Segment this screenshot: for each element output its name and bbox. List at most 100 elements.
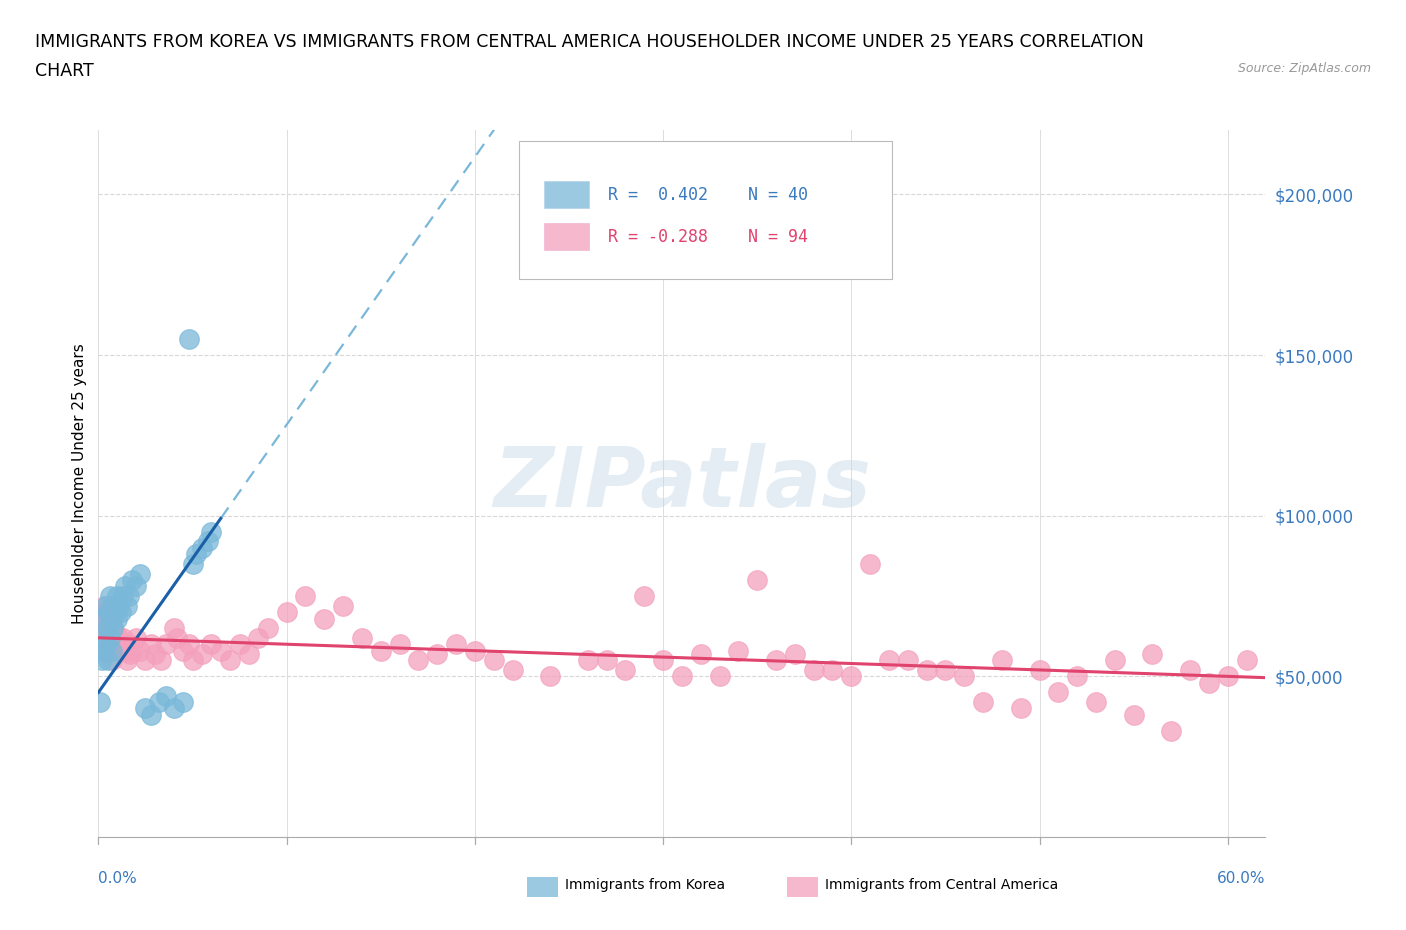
Point <box>1122 708 1144 723</box>
Point <box>115 598 138 613</box>
Point <box>408 653 430 668</box>
Text: R = -0.288    N = 94: R = -0.288 N = 94 <box>609 228 808 246</box>
Point <box>94 598 117 613</box>
Point <box>114 579 136 594</box>
Point <box>191 540 214 555</box>
Point <box>104 637 127 652</box>
Point <box>128 566 150 581</box>
Point <box>89 620 111 635</box>
Text: Source: ZipAtlas.com: Source: ZipAtlas.com <box>1237 62 1371 75</box>
Point <box>247 631 270 645</box>
Point <box>100 653 122 668</box>
Point <box>238 646 260 661</box>
Point <box>97 627 120 642</box>
Point <box>1010 701 1032 716</box>
Point <box>228 637 250 652</box>
Point <box>100 631 122 645</box>
Point <box>134 701 156 716</box>
Point <box>294 589 316 604</box>
Text: Immigrants from Korea: Immigrants from Korea <box>565 878 725 893</box>
Point <box>93 611 115 626</box>
Point <box>103 620 125 635</box>
Point <box>93 644 115 658</box>
Point <box>128 644 150 658</box>
Text: ZIPatlas: ZIPatlas <box>494 443 870 525</box>
Point <box>105 589 128 604</box>
Point <box>89 695 111 710</box>
Point <box>155 637 177 652</box>
Point <box>747 573 769 588</box>
Point <box>709 669 731 684</box>
Point <box>444 637 467 652</box>
Point <box>595 653 617 668</box>
Point <box>803 662 825 677</box>
Point <box>97 653 120 668</box>
Text: 60.0%: 60.0% <box>1218 871 1265 886</box>
Point <box>314 611 336 626</box>
Point <box>388 637 411 652</box>
Point <box>1198 675 1220 690</box>
Point <box>97 644 120 658</box>
Point <box>1047 685 1070 700</box>
Point <box>1142 646 1164 661</box>
Point <box>200 637 222 652</box>
Point <box>915 662 938 677</box>
Point <box>108 644 131 658</box>
Point <box>172 695 194 710</box>
Point <box>100 644 122 658</box>
Point <box>117 589 139 604</box>
Y-axis label: Householder Income Under 25 years: Householder Income Under 25 years <box>72 343 87 624</box>
Point <box>148 695 170 710</box>
Text: CHART: CHART <box>35 62 94 80</box>
Point <box>859 556 882 571</box>
Point <box>115 653 138 668</box>
Point <box>91 631 114 645</box>
Point <box>98 631 121 645</box>
Point <box>276 604 298 619</box>
Point <box>108 598 131 613</box>
Point <box>110 604 132 619</box>
Text: 0.0%: 0.0% <box>98 871 138 886</box>
Point <box>139 637 162 652</box>
Point <box>98 637 121 652</box>
Point <box>166 631 188 645</box>
Point <box>97 604 120 619</box>
Point <box>689 646 711 661</box>
Point <box>143 646 166 661</box>
Point <box>111 589 134 604</box>
Point <box>94 637 117 652</box>
Point <box>370 644 392 658</box>
Point <box>104 604 127 619</box>
Point <box>877 653 900 668</box>
Point <box>120 646 142 661</box>
Point <box>482 653 505 668</box>
Point <box>765 653 787 668</box>
Point <box>576 653 599 668</box>
Point <box>103 598 125 613</box>
Point <box>125 579 148 594</box>
Point <box>614 662 637 677</box>
Point <box>177 637 200 652</box>
Point <box>332 598 354 613</box>
Point <box>783 646 806 661</box>
Point <box>105 611 128 626</box>
Point <box>191 646 214 661</box>
Point <box>197 534 219 549</box>
Point <box>181 653 204 668</box>
Point <box>134 653 156 668</box>
FancyBboxPatch shape <box>519 140 891 279</box>
Point <box>121 644 143 658</box>
Point <box>897 653 920 668</box>
Point <box>149 653 172 668</box>
Point <box>200 525 222 539</box>
Point <box>93 598 115 613</box>
Point <box>633 589 655 604</box>
Point <box>953 669 976 684</box>
Point <box>1160 724 1182 738</box>
Point <box>209 644 232 658</box>
Point <box>103 620 125 635</box>
Point <box>1178 662 1201 677</box>
Point <box>163 620 186 635</box>
Point <box>671 669 693 684</box>
Point <box>1066 669 1088 684</box>
